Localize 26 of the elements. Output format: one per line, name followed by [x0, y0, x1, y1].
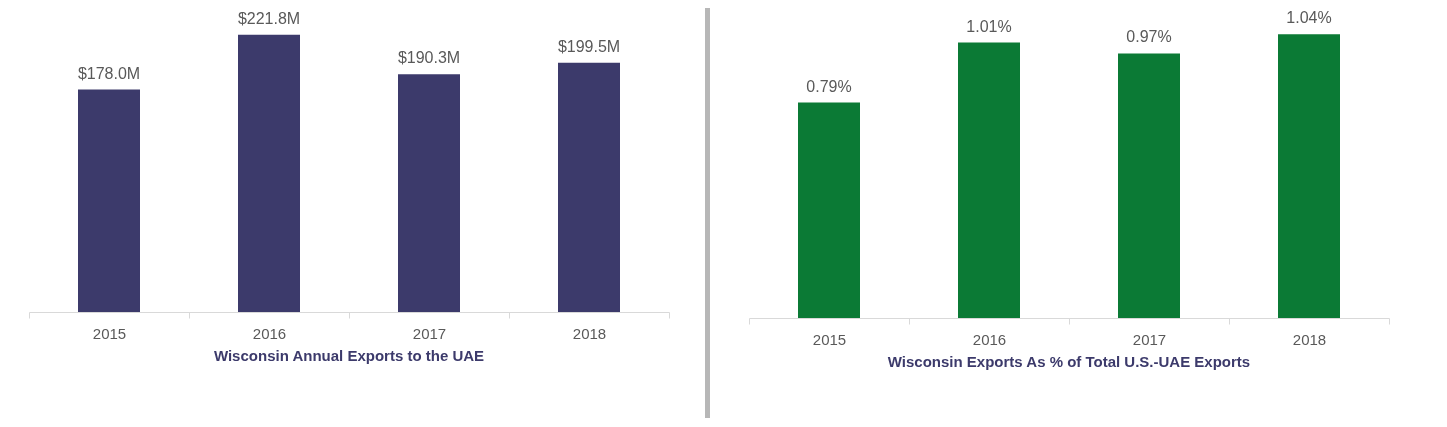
bar: [1278, 34, 1340, 318]
bar: [958, 42, 1020, 318]
bar: [798, 102, 860, 318]
text: Wisconsin Annual Exports to the UAE: [213, 347, 485, 364]
x-tick-label: 2018: [1292, 330, 1327, 348]
x-tick-label: 2016: [252, 324, 287, 342]
x-tick-label: 2017: [1132, 330, 1167, 348]
data-label: $178.0M: [77, 64, 141, 82]
x-tick-label: 2018: [572, 324, 607, 342]
bar: [1118, 53, 1180, 318]
data-label: 0.97%: [1126, 28, 1172, 46]
data-label: 1.04%: [1286, 9, 1332, 27]
data-label: 0.79%: [806, 77, 852, 95]
data-label: $190.3M: [397, 49, 461, 67]
bar: [398, 74, 460, 312]
bar: [238, 34, 300, 312]
data-label: $221.8M: [237, 9, 301, 27]
text: Wisconsin Exports As % of Total U.S.-UAE Exports: [887, 353, 1251, 370]
bar: [558, 62, 620, 312]
x-tick-label: 2015: [812, 330, 847, 348]
x-tick-label: 2017: [412, 324, 447, 342]
bar: [78, 89, 140, 312]
data-label: 1.01%: [966, 17, 1012, 35]
x-tick-label: 2016: [972, 330, 1007, 348]
x-tick-label: 2015: [92, 324, 127, 342]
data-label: $199.5M: [557, 37, 621, 55]
